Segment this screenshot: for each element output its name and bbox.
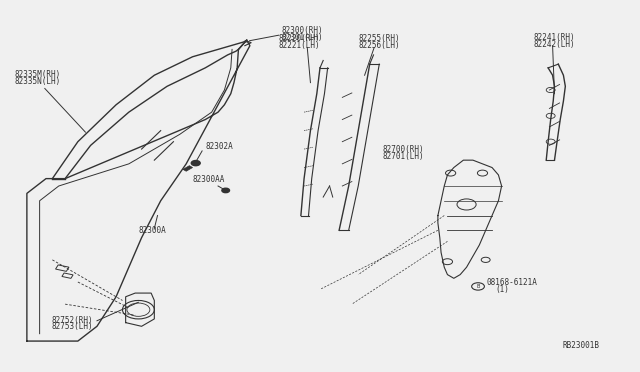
- Text: 82700(RH): 82700(RH): [383, 145, 424, 154]
- Text: 82256(LH): 82256(LH): [358, 41, 400, 50]
- Text: 82221(LH): 82221(LH): [278, 41, 320, 50]
- Circle shape: [191, 161, 200, 166]
- Text: 82335M(RH): 82335M(RH): [14, 70, 60, 79]
- Text: 82301(LH): 82301(LH): [282, 33, 323, 42]
- Bar: [62, 273, 73, 278]
- Text: 82753(LH): 82753(LH): [51, 322, 93, 331]
- Text: RB23001B: RB23001B: [562, 341, 599, 350]
- Text: 82302A: 82302A: [205, 142, 233, 151]
- Circle shape: [222, 188, 230, 193]
- Bar: [56, 265, 69, 271]
- Text: 82220(RH): 82220(RH): [278, 34, 320, 43]
- Text: 82300A: 82300A: [138, 226, 166, 235]
- Text: 82300(RH): 82300(RH): [282, 26, 323, 35]
- Text: 82242(LH): 82242(LH): [534, 40, 575, 49]
- Polygon shape: [183, 166, 193, 171]
- Text: 82255(RH): 82255(RH): [358, 34, 400, 43]
- Text: 82752(RH): 82752(RH): [51, 315, 93, 325]
- Text: (1): (1): [495, 285, 509, 294]
- Text: B: B: [476, 284, 479, 289]
- Text: 08168-6121A: 08168-6121A: [487, 278, 538, 287]
- Text: 82335N(LH): 82335N(LH): [14, 77, 60, 86]
- Text: 82241(RH): 82241(RH): [534, 33, 575, 42]
- Text: 82701(LH): 82701(LH): [383, 152, 424, 161]
- Text: 82300AA: 82300AA: [193, 175, 225, 184]
